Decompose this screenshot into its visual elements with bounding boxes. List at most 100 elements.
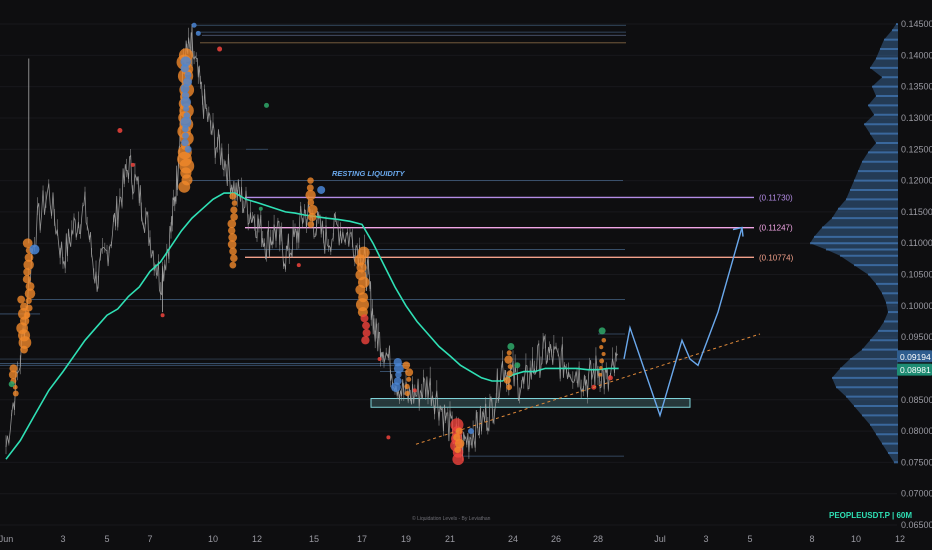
liquidation-bubble — [12, 384, 18, 390]
liquidation-bubble — [404, 390, 410, 397]
liquidation-bubble — [362, 321, 370, 330]
price-series — [5, 24, 618, 461]
x-tick-label: 5 — [104, 534, 109, 544]
price-tag-box — [897, 363, 932, 376]
liquidation-bubble — [22, 238, 33, 249]
liquidation-dot — [296, 263, 301, 268]
watermark: © Liquidation Levels - By Leviathan — [412, 515, 491, 522]
liquidation-dot — [117, 127, 123, 133]
axes: 0.14500 0.14000 0.13500 0.13000 0.12500 0.120… — [0, 19, 932, 544]
liquidation-dot — [412, 388, 417, 393]
liquidation-bubble — [184, 145, 192, 153]
liquidation-dot — [468, 428, 474, 435]
liquidation-bubble — [307, 199, 315, 206]
liquidation-dot — [507, 343, 515, 351]
price-tag-label: 0.08981 — [900, 365, 931, 375]
x-tick-label: 10 — [851, 534, 861, 544]
liquidation-bubble — [180, 84, 190, 94]
liquidation-bubble — [307, 221, 315, 228]
liquidation-bubble — [20, 345, 28, 354]
liquidation-dot — [160, 313, 165, 318]
liquidation-bubble — [362, 328, 371, 337]
liquidation-bubble — [180, 56, 191, 67]
liquidation-bubble — [305, 189, 316, 201]
liquidation-bubble — [454, 438, 465, 449]
liquidation-bubble — [306, 184, 314, 192]
liquidation-bubble — [227, 226, 236, 235]
liquidation-dot — [130, 162, 135, 167]
liquidation-bubble — [404, 383, 410, 390]
liquidation-bubble — [180, 116, 192, 128]
liquidation-bubble — [506, 384, 513, 391]
liquidation-bubble — [182, 132, 189, 140]
key-level-label: (0.11730) — [759, 193, 793, 202]
liquidation-bubble — [12, 390, 19, 397]
x-tick-label: 10 — [208, 534, 218, 544]
y-tick-label: 0.13000 — [901, 113, 932, 123]
liquidation-bubble — [25, 281, 35, 291]
y-tick-label: 0.11500 — [901, 207, 932, 217]
x-tick-label: 3 — [60, 534, 65, 544]
x-tick-label: 28 — [593, 534, 603, 544]
x-tick-label: Jun — [0, 534, 13, 544]
liquidation-bubble — [391, 382, 401, 393]
liquidation-bubble — [307, 177, 314, 184]
projection-line — [623, 227, 743, 418]
x-tick-label: 12 — [895, 534, 905, 544]
liquidation-bubble — [24, 288, 36, 299]
liquidation-bubble — [503, 376, 511, 384]
liquidation-bubble — [355, 298, 369, 312]
liquidation-bubble — [231, 200, 238, 206]
y-tick-label: 0.10000 — [901, 301, 932, 311]
liquidation-bubble — [395, 371, 402, 378]
liquidation-bubble — [9, 364, 18, 373]
symbol-label: PEOPLEUSDT.P | 60M — [829, 511, 912, 520]
liquidation-bubble — [228, 233, 238, 242]
y-tick-label: 0.13500 — [901, 82, 932, 92]
liquidation-bubble — [230, 254, 238, 263]
x-tick-label: Jul — [654, 534, 666, 544]
liquidation-bubble — [406, 376, 412, 382]
price-tag-box — [897, 350, 932, 363]
liquidation-bubble — [307, 204, 318, 215]
x-tick-label: 7 — [147, 534, 152, 544]
liquidation-bubble — [360, 314, 369, 323]
y-tick-label: 0.06500 — [901, 520, 932, 530]
liquidation-bubble — [599, 366, 603, 370]
liquidation-bubble — [601, 337, 607, 343]
x-tick-label: 19 — [401, 534, 411, 544]
liquidation-bubble — [598, 372, 603, 377]
liquidation-bubble — [227, 240, 237, 249]
liquidation-dot — [217, 46, 223, 52]
liquidation-bubble — [405, 368, 414, 377]
liquidation-bubble — [25, 304, 33, 312]
y-tick-label: 0.14000 — [901, 50, 932, 60]
liquidation-bubble — [227, 219, 237, 229]
y-tick-label: 0.14500 — [901, 19, 932, 29]
key-level-label: (0.10774) — [759, 253, 794, 262]
x-tick-label: 5 — [747, 534, 752, 544]
liquidation-bubble — [23, 311, 31, 319]
liquidation-dot — [8, 381, 15, 388]
liquidation-bubble — [23, 259, 34, 271]
liquidation-dot — [386, 435, 391, 440]
liquidation-bubble — [361, 336, 370, 345]
liquidation-bubble — [506, 370, 513, 377]
liquidation-dot — [29, 244, 40, 255]
liquidation-bubble — [23, 268, 32, 276]
liquidation-dot — [514, 362, 521, 369]
liquidation-bubble — [178, 180, 191, 193]
liquidation-bubble — [307, 212, 317, 222]
x-tick-label: 12 — [252, 534, 262, 544]
liquidation-bubble — [183, 77, 193, 87]
liquidation-bubble — [229, 247, 237, 256]
x-tick-label: 15 — [309, 534, 319, 544]
liquidation-bubbles — [8, 22, 613, 466]
y-tick-label: 0.11000 — [901, 238, 932, 248]
x-tick-label: 26 — [551, 534, 561, 544]
y-tick-label: 0.12500 — [901, 144, 932, 154]
liquidation-bubble — [183, 105, 190, 112]
liquidation-bubble — [402, 361, 411, 370]
